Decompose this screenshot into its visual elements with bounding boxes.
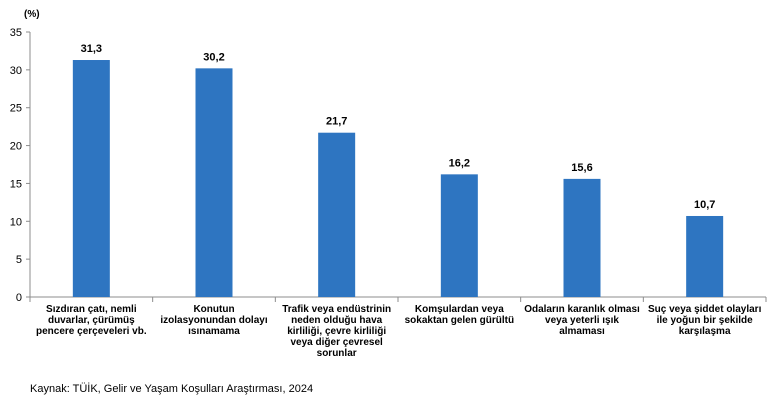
- data-label: 31,3: [81, 43, 102, 55]
- y-tick-label: 25: [10, 103, 22, 115]
- bar: [686, 215, 724, 297]
- data-label: 10,7: [694, 199, 715, 211]
- data-label: 30,2: [203, 51, 224, 63]
- y-tick-label: 30: [10, 65, 22, 77]
- x-tick-label: Odaların karanlık olması veya yeterli ış…: [524, 304, 640, 337]
- y-tick-label: 10: [10, 216, 22, 228]
- x-tick-label: Konutun izolasyonundan dolayı ısınamama: [160, 304, 268, 337]
- source-note: Kaynak: TÜİK, Gelir ve Yaşam Koşulları A…: [30, 383, 314, 395]
- bar: [72, 60, 110, 298]
- data-label: 15,6: [571, 162, 592, 174]
- x-tick-label: Komşulardan veya sokaktan gelen gürültü: [404, 304, 515, 326]
- bar: [563, 178, 601, 297]
- y-tick-label: 20: [10, 141, 22, 153]
- axes: 0 5 10 15 20 25 30 35: [10, 27, 767, 304]
- y-tick-label: 5: [16, 254, 22, 266]
- bars: [72, 60, 724, 298]
- y-tick-label: 35: [10, 27, 22, 39]
- x-tick-label: Trafik veya endüstrinin neden olduğu hav…: [282, 304, 392, 359]
- bar: [440, 174, 478, 297]
- bar: [195, 68, 233, 297]
- x-tick-label: Suç veya şiddet olayları ile yoğun bir ş…: [647, 304, 762, 337]
- y-tick-label: 15: [10, 178, 22, 190]
- y-axis-unit-label: (%): [24, 9, 40, 20]
- x-tick-label: Sızdıran çatı, nemli duvarlar, çürümüş p…: [36, 304, 147, 337]
- value-labels: 31,3 30,2 21,7 16,2 15,6 10,7: [81, 43, 716, 211]
- y-tick-label: 0: [16, 292, 22, 304]
- data-label: 21,7: [326, 116, 347, 128]
- data-label: 16,2: [449, 157, 470, 169]
- bar: [318, 132, 356, 297]
